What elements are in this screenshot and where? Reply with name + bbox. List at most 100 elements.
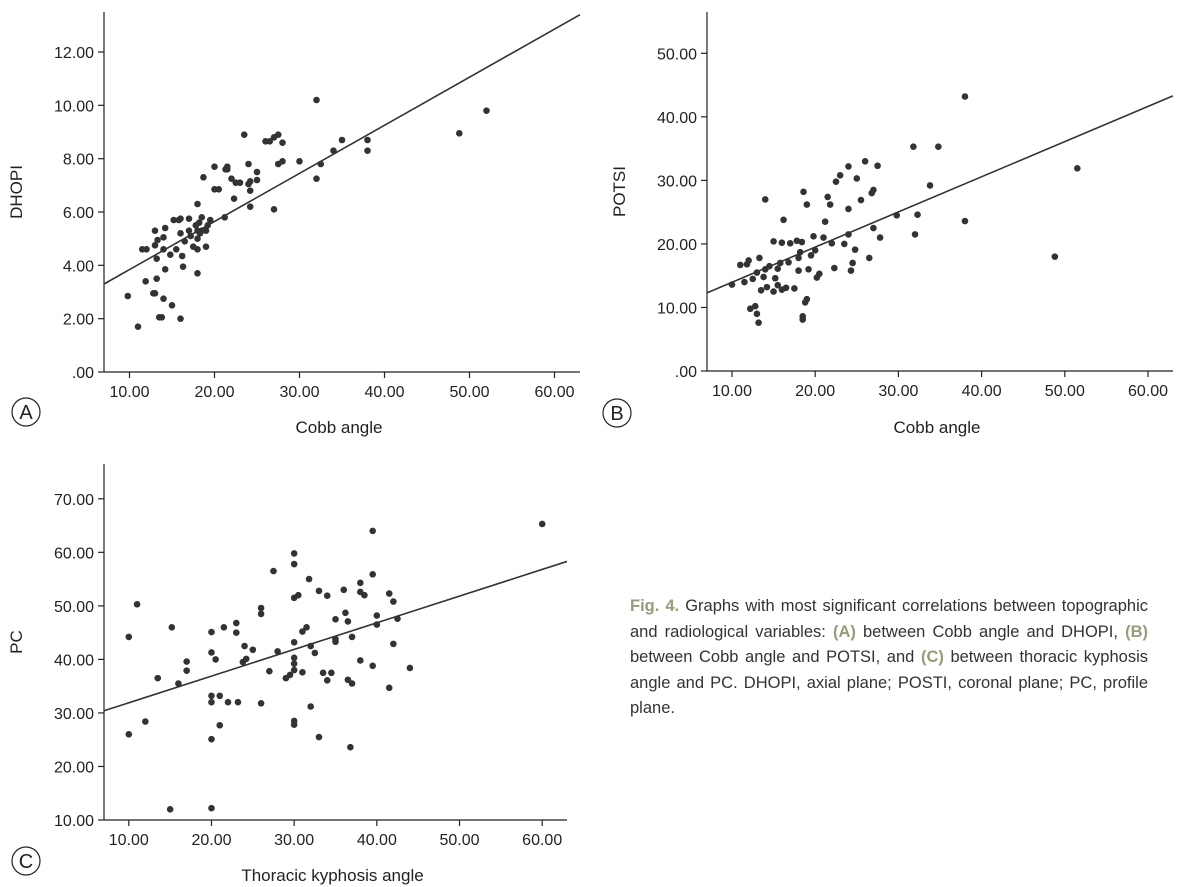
data-point: [323, 676, 331, 684]
data-point: [771, 274, 779, 282]
data-point: [342, 609, 349, 617]
x-tick-label: 50.00: [1045, 383, 1085, 400]
x-tick-label: 30.00: [279, 384, 319, 401]
data-point: [774, 281, 782, 289]
chart-svg: 10.00 20.00 30.00 40.00 50.00 60.00 10.00 20.00…: [7, 464, 568, 885]
x-tick-label: 30.00: [878, 383, 918, 400]
data-point: [168, 302, 176, 309]
data-point: [749, 275, 757, 283]
data-point: [1074, 165, 1081, 172]
data-point: [824, 193, 831, 201]
data-point: [303, 623, 310, 631]
data-point: [361, 591, 368, 599]
data-point: [232, 629, 240, 636]
data-point: [187, 232, 194, 240]
data-point: [369, 527, 377, 535]
data-point: [803, 295, 811, 303]
data-point: [828, 239, 836, 247]
panel-label-circle: [11, 397, 41, 427]
data-point: [133, 600, 141, 608]
data-point: [206, 216, 214, 224]
y-tick-label: 12.00: [54, 45, 94, 62]
data-point: [332, 615, 339, 623]
data-point: [845, 163, 852, 170]
x-tick-label: 10.00: [109, 384, 149, 401]
data-point: [753, 269, 761, 276]
data-point: [177, 230, 184, 237]
data-point: [810, 232, 817, 240]
data-point: [347, 743, 354, 751]
data-point: [228, 175, 235, 182]
data-point: [857, 196, 865, 204]
data-point: [160, 234, 167, 241]
data-point: [770, 288, 777, 295]
data-point: [221, 214, 228, 221]
data-point: [153, 275, 160, 282]
data-point: [330, 147, 337, 154]
y-tick-label: 10.00: [54, 98, 94, 115]
data-point: [795, 254, 802, 262]
data-point: [224, 698, 232, 706]
data-point: [153, 255, 160, 262]
data-point: [151, 290, 159, 297]
data-point: [185, 215, 193, 222]
data-point: [385, 590, 393, 597]
regression-line: [103, 13, 581, 285]
data-point: [791, 285, 798, 292]
data-point: [161, 266, 169, 273]
data-point: [290, 560, 298, 568]
x-tick-label: 20.00: [795, 383, 835, 400]
data-point: [296, 158, 303, 165]
data-point: [208, 649, 215, 656]
data-point: [286, 671, 294, 679]
data-point: [160, 295, 167, 302]
data-point: [204, 222, 211, 229]
data-point: [328, 669, 335, 677]
y-tick-label: 60.00: [54, 545, 94, 562]
data-point: [234, 698, 242, 706]
data-point: [763, 283, 771, 291]
data-point: [313, 96, 320, 104]
data-point: [172, 246, 180, 253]
data-point: [179, 263, 187, 270]
x-tick-label: 10.00: [109, 832, 149, 849]
caption-figure-label: Fig. 4.: [630, 597, 680, 615]
data-point: [874, 162, 881, 170]
data-point: [751, 302, 759, 310]
data-point: [208, 628, 215, 636]
data-point: [208, 698, 215, 706]
data-point: [208, 804, 215, 812]
data-point: [811, 246, 819, 254]
y-tick-label: 6.00: [63, 205, 94, 222]
data-point: [911, 231, 919, 238]
caption-tag-b: (B): [1125, 622, 1148, 641]
data-point: [849, 259, 856, 267]
data-point: [154, 674, 162, 682]
data-point: [755, 319, 762, 327]
data-point: [220, 623, 228, 631]
data-point: [211, 163, 218, 170]
data-point: [348, 633, 356, 641]
data-point: [125, 731, 133, 738]
y-axis-label: DHOPI: [7, 165, 26, 219]
data-point: [124, 292, 132, 300]
data-point: [756, 254, 763, 262]
y-tick-label: 40.00: [657, 110, 697, 127]
data-point: [177, 315, 184, 322]
data-point: [760, 273, 767, 281]
data-point: [185, 227, 193, 234]
data-point: [134, 323, 142, 330]
caption-tag-a: (A): [832, 622, 856, 641]
data-point: [257, 604, 265, 612]
data-point: [323, 592, 331, 599]
x-axis-label: Cobb angle: [894, 418, 981, 437]
data-point: [805, 266, 812, 273]
data-point: [793, 237, 801, 245]
data-point: [538, 520, 546, 528]
data-point: [279, 158, 286, 165]
data-point: [914, 211, 921, 218]
data-point: [158, 314, 166, 321]
panel-label: B: [610, 403, 623, 425]
data-point: [216, 692, 224, 700]
x-tick-label: 10.00: [712, 383, 752, 400]
